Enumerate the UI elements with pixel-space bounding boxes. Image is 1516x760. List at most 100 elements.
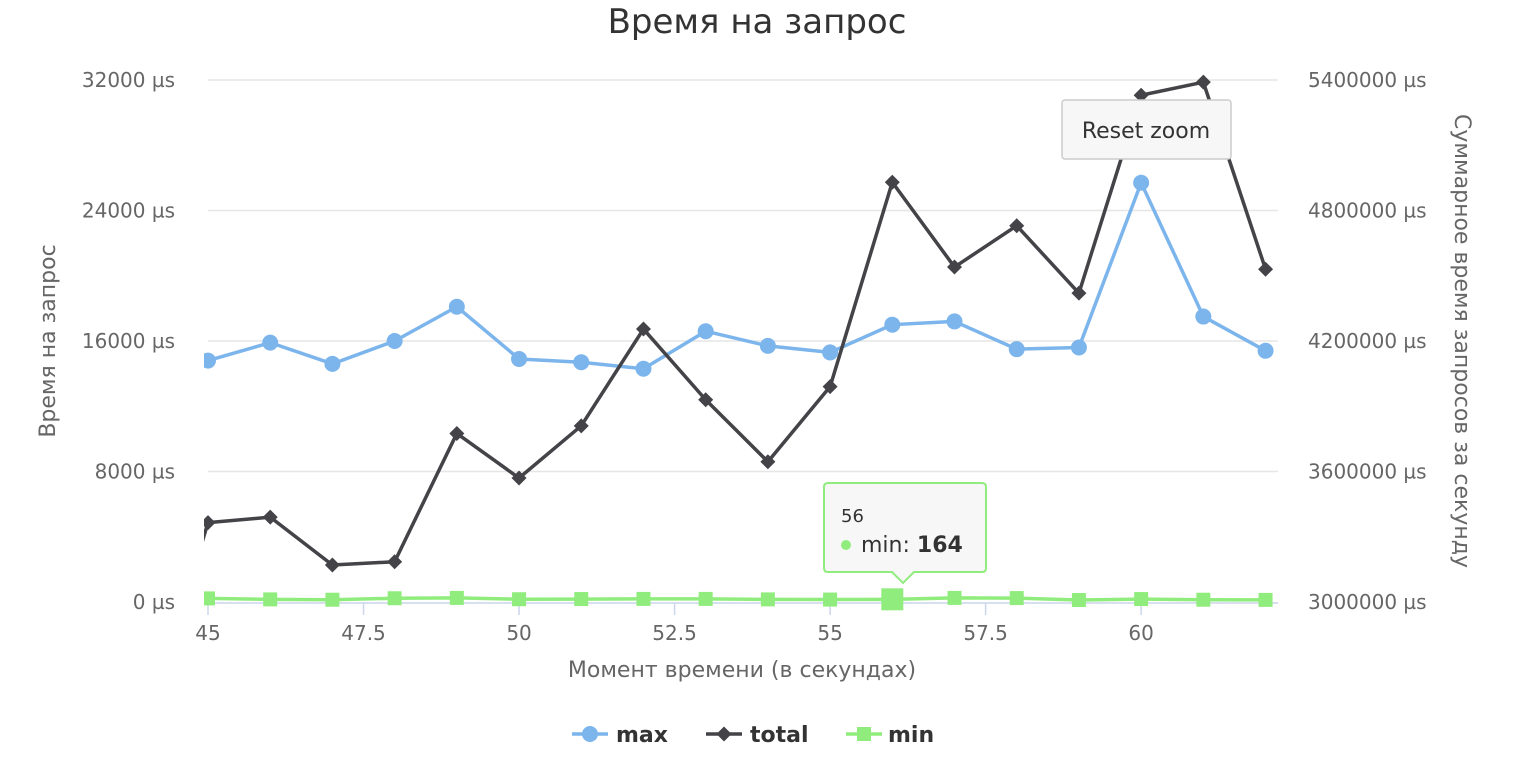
data-point-min[interactable] [325,592,340,607]
data-point-min[interactable] [1134,592,1149,607]
data-point-max[interactable] [822,344,839,361]
data-point-total[interactable] [1009,218,1025,234]
y-right-tick-label: 5400000 µs [1308,68,1427,92]
x-tick-label: 57.5 [963,621,1008,645]
data-point-min[interactable] [636,591,651,606]
series-min[interactable] [201,590,1273,608]
legend-symbol-max[interactable] [582,726,598,742]
legend[interactable]: max total min [572,723,934,748]
data-point-max[interactable] [1257,342,1274,359]
y-left-tick-label: 32000 µs [82,68,175,92]
data-point-min[interactable] [512,592,527,607]
series-max[interactable] [200,174,1274,377]
legend-symbol-min[interactable] [857,727,871,741]
data-point-max[interactable] [697,323,714,340]
data-point-total[interactable] [573,418,589,434]
data-point-min[interactable] [1258,592,1273,607]
plot-area[interactable] [200,74,1274,611]
series-total[interactable] [201,74,1274,573]
legend-item-max[interactable]: max [572,723,668,748]
tooltip-line: min: 164 [861,533,963,558]
data-point-total[interactable] [635,321,651,337]
data-point-max[interactable] [262,334,279,351]
data-point-total[interactable] [262,509,278,525]
tooltip-box [823,482,987,585]
data-point-max[interactable] [1195,308,1212,325]
data-point-min[interactable] [760,592,775,607]
x-tick-label: 60 [1128,621,1153,645]
data-point-min[interactable] [1196,592,1211,607]
y-right-tick-label: 4200000 µs [1308,329,1427,353]
y-axis-left-label: Время на запрос [36,244,61,437]
data-point-total[interactable] [760,454,776,470]
y-axis-right-label: Суммарное время запросов за секунду [1449,114,1474,568]
legend-label-min[interactable]: min [888,723,934,748]
data-point-total[interactable] [324,557,340,573]
data-point-total[interactable] [884,174,900,190]
data-point-max[interactable] [1070,339,1087,356]
grid-lines [208,79,1278,473]
data-point-max[interactable] [946,313,963,330]
tooltip: 56 min: 164 [823,482,987,585]
axes: 0 µs 8000 µs 16000 µs 24000 µs 32000 µs 30000… [82,68,1427,645]
data-point-min[interactable] [387,591,402,606]
y-left-tick-label: 0 µs [133,590,175,614]
chart-title: Время на запрос [608,2,907,42]
data-point-min[interactable] [1009,591,1024,606]
x-tick-label: 47.5 [341,621,386,645]
tooltip-series-label: min: [861,533,917,558]
data-point-min[interactable] [698,591,713,606]
hovered-data-point[interactable] [881,588,904,611]
data-point-total[interactable] [449,425,465,441]
data-point-total[interactable] [1195,74,1211,90]
data-point-min[interactable] [823,592,838,607]
data-point-total[interactable] [1071,285,1087,301]
tooltip-header: 56 [841,506,864,527]
data-point-max[interactable] [1133,174,1150,191]
legend-symbol-total[interactable] [716,726,732,742]
legend-label-total[interactable]: total [750,723,809,748]
data-point-total[interactable] [822,379,838,395]
legend-item-min[interactable]: min [846,723,934,748]
data-point-total[interactable] [1133,87,1149,103]
data-point-max[interactable] [573,354,590,371]
reset-zoom-button[interactable]: Reset zoom [1061,99,1232,160]
data-point-min[interactable] [947,590,962,605]
data-point-max[interactable] [1008,341,1025,358]
tooltip-value: 164 [917,533,963,558]
tooltip-series-dot [841,540,851,550]
data-point-max[interactable] [200,352,216,369]
legend-label-max[interactable]: max [616,723,668,748]
data-point-max[interactable] [386,333,403,349]
data-point-max[interactable] [759,337,776,354]
x-tick-label: 50 [506,621,531,645]
data-point-total[interactable] [947,259,963,275]
data-point-max[interactable] [448,298,465,315]
data-point-total[interactable] [387,554,403,570]
data-point-total[interactable] [1258,261,1274,277]
data-point-total[interactable] [698,392,714,408]
y-left-tick-label: 24000 µs [82,199,175,223]
data-point-max[interactable] [511,350,528,367]
data-point-max[interactable] [884,316,901,333]
data-point-total[interactable] [511,470,527,486]
data-point-max[interactable] [635,360,652,377]
data-point-min[interactable] [449,590,464,605]
y-right-tick-label: 3600000 µs [1308,460,1427,484]
data-point-total[interactable] [201,515,216,531]
data-point-min[interactable] [1071,593,1086,608]
series-line-min[interactable] [207,596,1266,602]
reset-zoom-button-bg[interactable] [1061,99,1232,160]
x-tick-label: 52.5 [652,621,697,645]
legend-item-total[interactable]: total [706,723,809,748]
data-point-min[interactable] [201,591,215,606]
data-point-min[interactable] [263,592,278,607]
data-point-max[interactable] [324,355,341,372]
data-point-min[interactable] [574,592,589,607]
reset-zoom-label[interactable]: Reset zoom [1082,119,1210,144]
x-axis-label: Момент времени (в секундах) [568,658,916,683]
series-line-max[interactable] [207,181,1267,371]
x-tick-label: 45 [195,621,220,645]
